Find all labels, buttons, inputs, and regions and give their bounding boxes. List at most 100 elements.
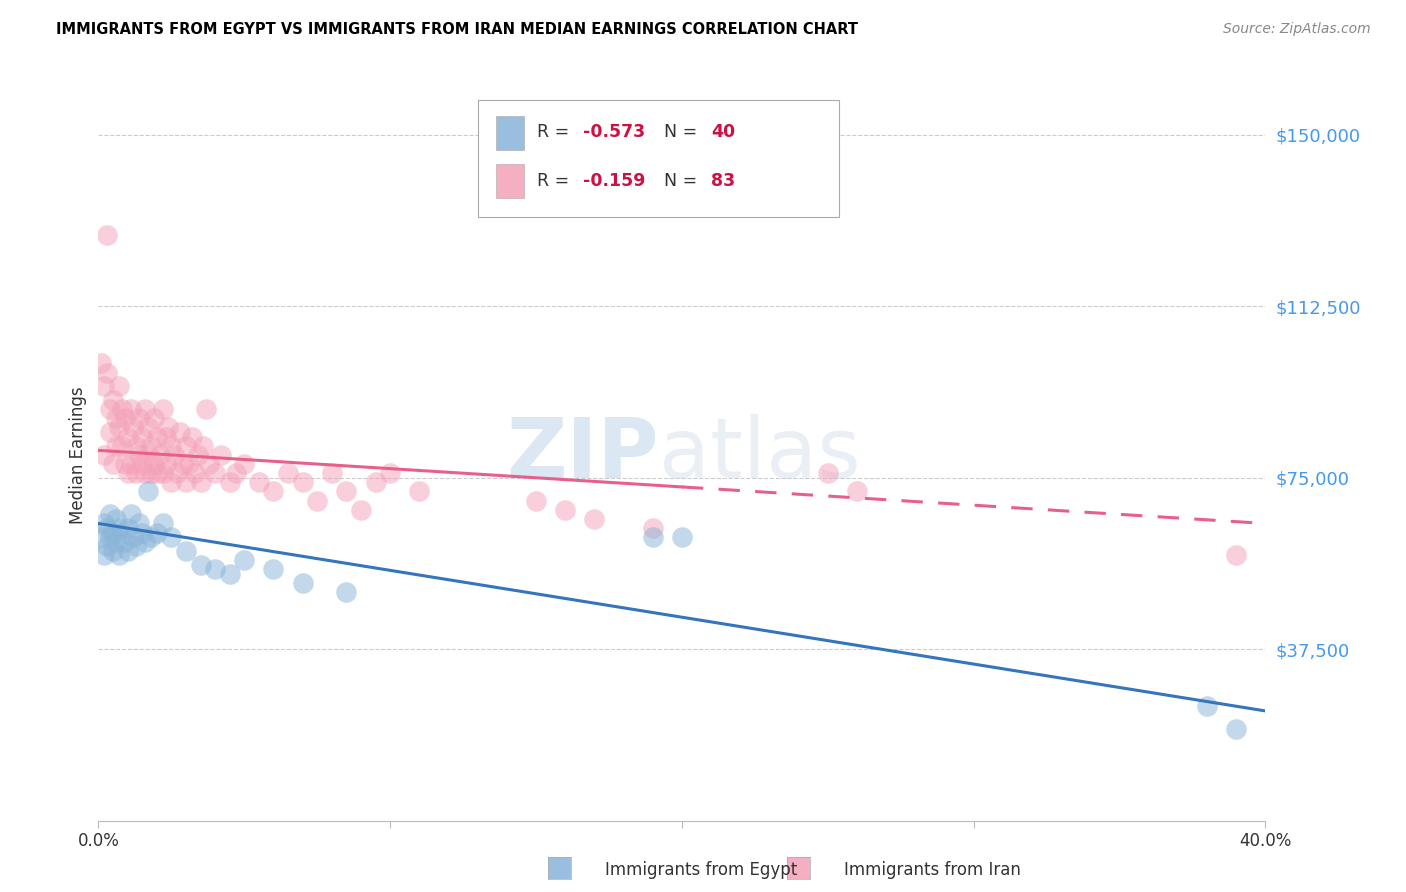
Point	[198, 457, 221, 471]
Point	[111, 402, 134, 417]
Point	[108, 379, 131, 393]
Point	[108, 549, 131, 563]
Point	[350, 502, 373, 516]
Point	[104, 534, 127, 549]
Point	[120, 508, 142, 522]
Point	[1225, 723, 1247, 737]
Y-axis label: Median Earnings: Median Earnings	[69, 386, 87, 524]
Point	[122, 530, 145, 544]
Point	[155, 429, 177, 443]
Point	[641, 530, 664, 544]
Point	[101, 525, 124, 540]
Point	[277, 466, 299, 480]
Point	[174, 475, 197, 490]
Point	[98, 530, 121, 544]
Point	[152, 402, 174, 417]
Point	[218, 475, 240, 490]
Point	[225, 466, 247, 480]
Point	[93, 549, 115, 563]
Point	[104, 439, 127, 453]
Point	[335, 484, 357, 499]
Point	[104, 411, 127, 425]
Point	[93, 448, 115, 462]
Point	[166, 466, 188, 480]
Point	[128, 516, 150, 531]
Point	[524, 493, 547, 508]
Point	[845, 484, 868, 499]
Point	[108, 521, 131, 535]
Point	[90, 356, 112, 371]
Point	[190, 475, 212, 490]
Point	[101, 457, 124, 471]
Point	[128, 448, 150, 462]
Point	[149, 448, 172, 462]
Point	[96, 521, 118, 535]
Point	[111, 525, 134, 540]
Point	[335, 585, 357, 599]
Point	[180, 429, 202, 443]
Point	[146, 466, 169, 480]
Point	[146, 525, 169, 540]
Point	[117, 544, 139, 558]
Point	[174, 439, 197, 453]
Point	[125, 466, 148, 480]
Point	[172, 457, 194, 471]
Point	[218, 566, 240, 581]
Point	[93, 516, 115, 531]
Text: 40: 40	[711, 122, 735, 141]
Text: IMMIGRANTS FROM EGYPT VS IMMIGRANTS FROM IRAN MEDIAN EARNINGS CORRELATION CHART: IMMIGRANTS FROM EGYPT VS IMMIGRANTS FROM…	[56, 22, 858, 37]
Point	[96, 539, 118, 553]
Point	[408, 484, 430, 499]
Point	[817, 466, 839, 480]
Point	[160, 439, 183, 453]
Point	[117, 429, 139, 443]
Point	[125, 539, 148, 553]
Point	[204, 562, 226, 576]
Text: R =: R =	[537, 122, 575, 141]
Point	[183, 466, 205, 480]
Text: -0.159: -0.159	[582, 171, 645, 190]
Point	[125, 439, 148, 453]
Point	[152, 466, 174, 480]
Point	[193, 439, 215, 453]
Point	[104, 512, 127, 526]
Point	[96, 228, 118, 243]
Point	[117, 521, 139, 535]
Point	[114, 411, 136, 425]
Point	[96, 366, 118, 380]
Point	[291, 576, 314, 591]
Point	[98, 402, 121, 417]
Point	[554, 502, 576, 516]
Text: -0.573: -0.573	[582, 122, 645, 141]
Text: Immigrants from Iran: Immigrants from Iran	[844, 861, 1021, 879]
Point	[190, 558, 212, 572]
Point	[120, 457, 142, 471]
Point	[157, 420, 180, 434]
FancyBboxPatch shape	[496, 116, 524, 150]
Point	[163, 448, 186, 462]
Point	[307, 493, 329, 508]
Point	[583, 512, 606, 526]
Point	[247, 475, 270, 490]
Point	[291, 475, 314, 490]
Point	[641, 521, 664, 535]
Point	[195, 402, 218, 417]
Point	[321, 466, 343, 480]
Text: N =: N =	[665, 171, 703, 190]
Point	[160, 530, 183, 544]
Point	[233, 553, 256, 567]
Text: R =: R =	[537, 171, 575, 190]
Point	[262, 484, 284, 499]
Text: Source: ZipAtlas.com: Source: ZipAtlas.com	[1223, 22, 1371, 37]
Point	[155, 457, 177, 471]
Point	[142, 457, 165, 471]
Text: atlas: atlas	[658, 415, 860, 495]
Point	[117, 466, 139, 480]
Point	[90, 530, 112, 544]
Point	[378, 466, 402, 480]
Point	[204, 466, 226, 480]
Point	[146, 429, 169, 443]
FancyBboxPatch shape	[496, 164, 524, 198]
Text: Immigrants from Egypt: Immigrants from Egypt	[605, 861, 797, 879]
Point	[1225, 549, 1247, 563]
